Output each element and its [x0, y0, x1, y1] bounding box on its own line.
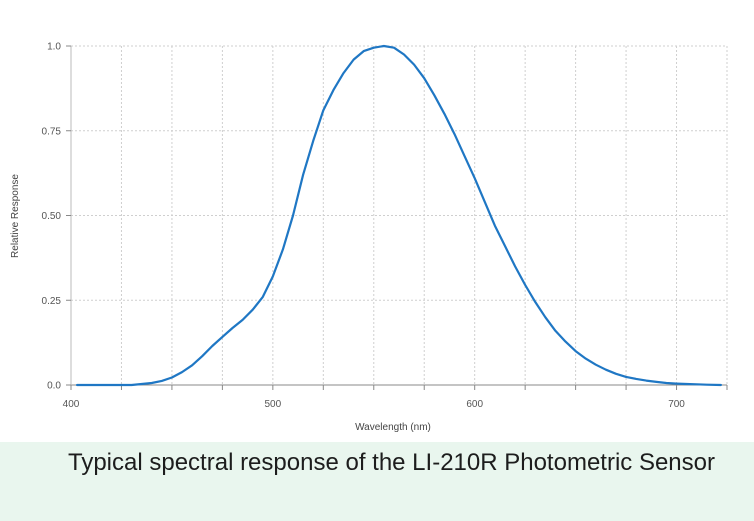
y-tick-label: 0.25: [42, 296, 62, 307]
y-tick-label: 0.50: [42, 211, 62, 222]
tick-label-layer: 400 500 600 700 0.0 0.25 0.50 0.75 1.0: [42, 42, 686, 411]
y-tick-label: 0.75: [42, 126, 62, 137]
spectral-response-chart: 400 500 600 700 0.0 0.25 0.50 0.75 1.0 Wavelengt…: [10, 42, 728, 433]
y-tick-label: 0.0: [47, 381, 61, 392]
x-tick-label: 700: [668, 399, 685, 410]
x-tick-label: 400: [63, 399, 80, 410]
y-axis-title: Relative Response: [10, 174, 21, 258]
figure-caption: Typical spectral response of the LI-210R…: [68, 449, 715, 476]
y-tick-label: 1.0: [47, 42, 61, 53]
x-tick-label: 600: [466, 399, 483, 410]
series-layer: [75, 44, 723, 387]
chart-card: 400 500 600 700 0.0 0.25 0.50 0.75 1.0 Wavelengt…: [0, 0, 754, 442]
x-axis-title: Wavelength (nm): [355, 422, 431, 433]
response-curve: [75, 44, 723, 387]
grid-layer: [71, 45, 728, 385]
axes-layer: [66, 45, 728, 390]
x-tick-label: 500: [265, 399, 282, 410]
